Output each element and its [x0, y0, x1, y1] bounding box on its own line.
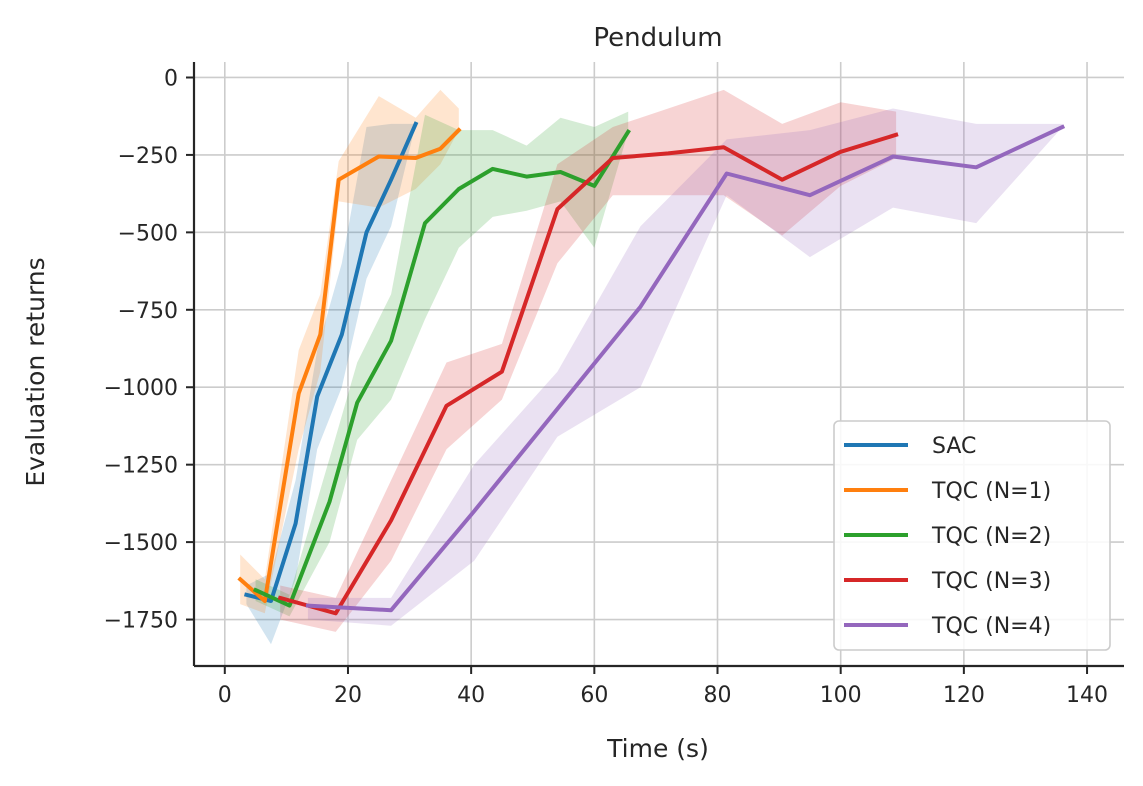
y-tick-label: −1500: [104, 531, 178, 556]
y-tick-label: −250: [118, 144, 178, 169]
line-tqc-n-4: [305, 124, 1066, 613]
line-tqc-n-2: [252, 128, 631, 608]
band-tqc-n-3: [280, 89, 897, 632]
band-sac: [246, 123, 416, 645]
band-tqc-n-4: [307, 108, 1063, 626]
x-axis-title: Time (s): [606, 734, 709, 763]
x-tick-label: 140: [1066, 683, 1108, 708]
legend-label-tqc-n-4: TQC (N=4): [931, 614, 1051, 639]
legend-label-sac: SAC: [932, 434, 976, 459]
axes: [186, 62, 1124, 674]
y-tick-label: −1750: [104, 609, 178, 634]
tick-labels: 0 20 40 60 80 100 120 140 0 −250 −500 −750 −1000 −125…: [104, 66, 1108, 708]
y-axis-title: Evaluation returns: [21, 257, 50, 486]
x-tick-label: 40: [457, 683, 485, 708]
x-tick-label: 60: [580, 683, 608, 708]
y-tick-label: −500: [118, 221, 178, 246]
chart-title: Pendulum: [593, 23, 722, 53]
y-tick-label: 0: [164, 66, 178, 91]
y-tick-label: −1250: [104, 454, 178, 479]
x-tick-label: 120: [943, 683, 985, 708]
x-tick-label: 0: [218, 683, 232, 708]
legend-label-tqc-n-2: TQC (N=2): [931, 524, 1051, 549]
line-tqc-n-1: [237, 127, 462, 603]
legend-label-tqc-n-3: TQC (N=3): [931, 569, 1051, 594]
y-tick-label: −1000: [104, 376, 178, 401]
confidence-bands: [240, 89, 1063, 645]
legend-label-tqc-n-1: TQC (N=1): [931, 479, 1051, 504]
band-tqc-n-1: [240, 89, 459, 614]
line-tqc-n-3: [277, 132, 899, 616]
x-tick-label: 80: [704, 683, 732, 708]
legend-box: [833, 420, 1111, 651]
y-tick-label: −750: [118, 299, 178, 324]
x-tick-label: 20: [334, 683, 362, 708]
line-sac: [243, 121, 419, 603]
legend: SAC TQC (N=1) TQC (N=2) TQC (N=3) TQC (N=4): [833, 420, 1111, 651]
x-tick-label: 100: [820, 683, 862, 708]
series-lines: [237, 121, 1066, 616]
band-tqc-n-2: [255, 111, 629, 617]
